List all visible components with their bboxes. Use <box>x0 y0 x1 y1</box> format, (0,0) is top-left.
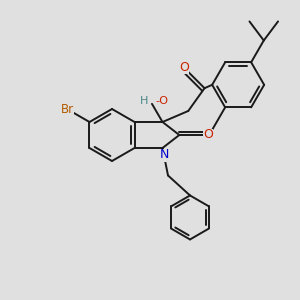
Text: N: N <box>160 148 169 161</box>
Text: -O: -O <box>155 96 168 106</box>
Text: H: H <box>140 96 148 106</box>
Text: Br: Br <box>61 103 74 116</box>
Text: O: O <box>203 128 213 142</box>
Text: O: O <box>179 61 189 74</box>
